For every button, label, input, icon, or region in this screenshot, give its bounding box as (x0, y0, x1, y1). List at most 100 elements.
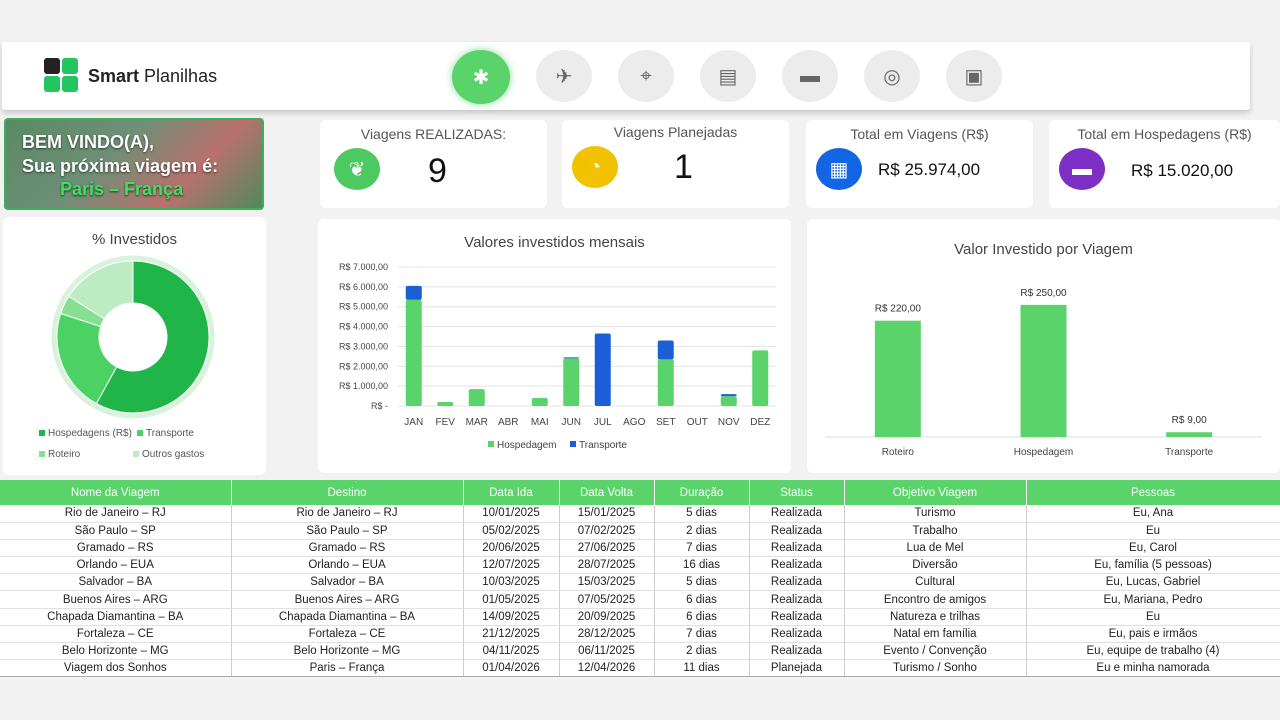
table-cell: Realizada (749, 505, 845, 523)
table-cell: Eu, Mariana, Pedro (1026, 590, 1280, 609)
table-cell: 11 dias (654, 659, 750, 678)
nav-button-contacts[interactable]: ▤ (700, 50, 756, 102)
legend-swatch (570, 441, 576, 447)
bar-transporte (657, 340, 674, 360)
x-tick-label: DEZ (750, 417, 770, 428)
kpi-total-viagens-card: Total em Viagens (R$) ▦ R$ 25.974,00 (806, 120, 1033, 208)
table-cell: Encontro de amigos (844, 590, 1027, 609)
bar-transporte (594, 333, 611, 406)
x-tick-label: MAI (531, 417, 549, 428)
y-tick-label: R$ 2.000,00 (339, 361, 388, 371)
table-cell: 7 dias (654, 625, 750, 644)
network-icon: ✱ (472, 66, 490, 89)
contacts-icon: ▤ (718, 65, 738, 88)
bed-icon: ▬ (1059, 148, 1105, 190)
table-row[interactable]: Salvador – BA Salvador – BA 10/03/2025 15/0… (0, 573, 1280, 592)
car-icon: ▬ (800, 64, 820, 87)
nav-button-network[interactable]: ✱ (452, 50, 510, 104)
table-row[interactable]: Buenos Aires – ARG Buenos Aires – ARG 01/0… (0, 590, 1280, 609)
kpi-value: 1 (674, 148, 693, 186)
leaf-icon: ❦ (334, 148, 380, 190)
table-row[interactable]: Rio de Janeiro – RJ Rio de Janeiro – RJ 10… (0, 505, 1280, 523)
per-trip-bar-chart: R$ 220,00 Roteiro R$ 250,00 Hospedagem R$ 9,… (825, 288, 1262, 458)
bar-hospedagem (531, 398, 548, 406)
table-row[interactable]: Orlando – EUA Orlando – EUA 12/07/2025 28/0… (0, 556, 1280, 575)
top-background (0, 0, 1280, 42)
x-tick-label: Roteiro (882, 447, 915, 458)
column-header[interactable]: Objetivo Viagem (844, 480, 1027, 505)
table-cell: Gramado – RS (0, 539, 232, 558)
table-cell: 2 dias (654, 642, 750, 661)
table-cell: 10/03/2025 (463, 573, 560, 592)
y-tick-label: R$ 1.000,00 (339, 381, 388, 391)
welcome-banner: BEM VINDO(A), Sua próxima viagem é: Pari… (4, 118, 264, 210)
y-tick-label: R$ 3.000,00 (339, 341, 388, 351)
column-header[interactable]: Pessoas (1026, 480, 1280, 505)
table-cell: 12/04/2026 (559, 659, 655, 678)
table-cell: Belo Horizonte – MG (231, 642, 464, 661)
table-cell: 6 dias (654, 608, 750, 626)
table-row[interactable]: Fortaleza – CE Fortaleza – CE 21/12/2025 28… (0, 625, 1280, 644)
data-label: R$ 9,00 (1172, 415, 1207, 426)
y-tick-label: R$ 5.000,00 (339, 302, 388, 312)
nav-button-car[interactable]: ▬ (782, 50, 838, 102)
table-cell: Belo Horizonte – MG (0, 642, 232, 661)
table-row[interactable]: São Paulo – SP São Paulo – SP 05/02/2025 07… (0, 522, 1280, 540)
table-cell: Realizada (749, 590, 845, 609)
table-cell: 14/09/2025 (463, 608, 560, 626)
nav-button-luggage[interactable]: ▣ (946, 50, 1002, 102)
bar-hospedagem (437, 402, 454, 406)
nav-button-airplane[interactable]: ✈ (536, 50, 592, 102)
table-cell: Trabalho (844, 522, 1027, 540)
table-row[interactable]: Gramado – RS Gramado – RS 20/06/2025 27/06/… (0, 539, 1280, 558)
table-cell: 12/07/2025 (463, 556, 560, 575)
table-cell: Turismo / Sonho (844, 659, 1027, 678)
nav-button-route[interactable]: ⌖ (618, 50, 674, 102)
table-cell: Realizada (749, 625, 845, 644)
x-tick-label: OUT (687, 417, 708, 428)
legend-label: Hospedagem (497, 440, 556, 451)
column-header[interactable]: Data Ida (463, 480, 560, 505)
legend-label: Outros gastos (142, 449, 204, 460)
column-header[interactable]: Status (749, 480, 845, 505)
bar-hospedagem (563, 358, 580, 406)
table-cell: Eu, Carol (1026, 539, 1280, 558)
x-tick-label: JUL (594, 417, 612, 428)
donut-chart: Hospedagens (R$) Transporte Roteiro Outros … (39, 255, 215, 460)
table-cell: 5 dias (654, 573, 750, 592)
brand-logo[interactable]: Smart Planilhas (44, 58, 217, 94)
trips-table: Nome da Viagem Destino Data Ida Data Volta D… (0, 480, 1280, 678)
column-header[interactable]: Data Volta (559, 480, 655, 505)
y-tick-label: R$ - (371, 401, 388, 411)
kpi-title: Total em Viagens (R$) (850, 126, 989, 142)
legend-swatch (39, 451, 45, 457)
table-row[interactable]: Belo Horizonte – MG Belo Horizonte – MG 04… (0, 642, 1280, 661)
table-row[interactable]: Viagem dos Sonhos Paris – França 01/04/202… (0, 659, 1280, 678)
bar-transporte (563, 357, 580, 359)
column-header[interactable]: Destino (231, 480, 464, 505)
table-cell: 7 dias (654, 539, 750, 558)
column-header[interactable]: Nome da Viagem (0, 480, 232, 505)
donut-slice (56, 312, 118, 405)
logo-icon (44, 58, 80, 94)
data-label: R$ 220,00 (875, 304, 922, 315)
bar-hospedagem (752, 350, 769, 406)
table-cell: Evento / Convenção (844, 642, 1027, 661)
table-cell: Paris – França (231, 659, 464, 678)
table-cell: Salvador – BA (0, 573, 232, 592)
table-cell: Buenos Aires – ARG (0, 590, 232, 609)
table-cell: Lua de Mel (844, 539, 1027, 558)
table-cell: 15/03/2025 (559, 573, 655, 592)
table-cell: Realizada (749, 642, 845, 661)
bar-transporte (720, 394, 737, 397)
per-trip-chart-card: Valor Investido por Viagem R$ 220,00 Rote… (807, 219, 1280, 473)
kpi-value: R$ 15.020,00 (1131, 161, 1234, 180)
x-tick-label: SET (656, 417, 675, 428)
table-cell: São Paulo – SP (231, 522, 464, 540)
table-cell: Eu (1026, 608, 1280, 626)
table-row[interactable]: Chapada Diamantina – BA Chapada Diamantin… (0, 608, 1280, 626)
nav-button-coins[interactable]: ◎ (864, 50, 920, 102)
column-header[interactable]: Duração (654, 480, 750, 505)
kpi-realizadas-card: Viagens REALIZADAS: ❦ 9 (320, 120, 547, 208)
table-cell: 28/12/2025 (559, 625, 655, 644)
